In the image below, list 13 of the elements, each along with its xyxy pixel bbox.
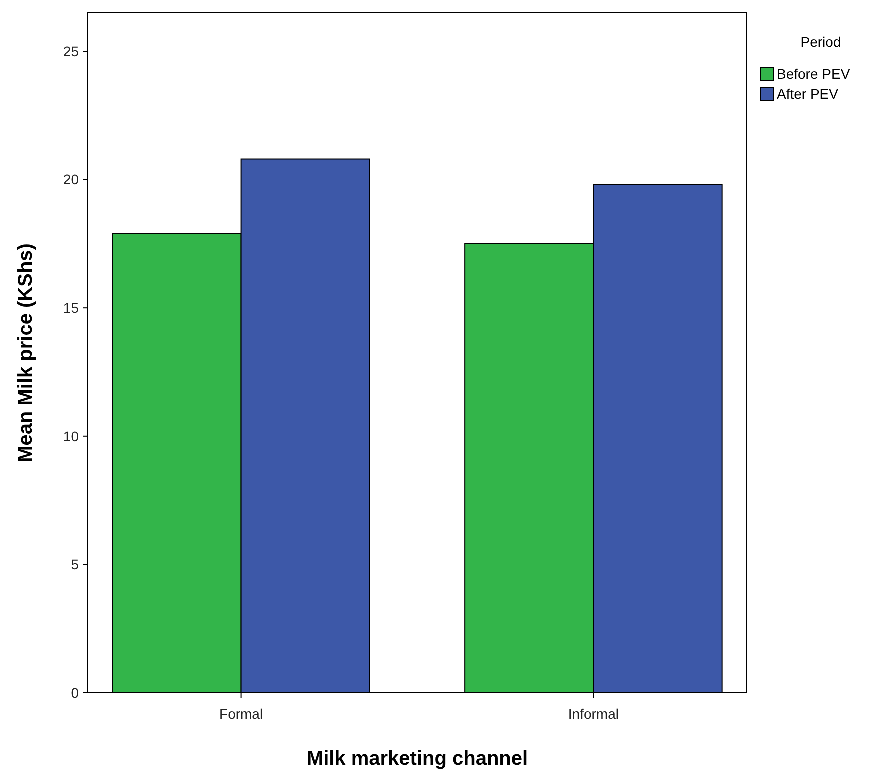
- x-axis-title: Milk marketing channel: [306, 748, 528, 770]
- y-tick-label: 10: [63, 428, 80, 444]
- y-tick-label: 20: [63, 172, 80, 188]
- y-tick-label: 0: [71, 684, 80, 701]
- y-tick-label: 25: [63, 43, 80, 60]
- y-axis-title: Mean Milk price (KShs): [15, 244, 37, 462]
- x-tick-label: Formal: [220, 706, 264, 722]
- legend-label: After PEV: [777, 86, 840, 102]
- legend-label: Before PEV: [777, 66, 851, 82]
- y-tick-label: 5: [71, 556, 80, 573]
- x-tick-label: Informal: [568, 706, 619, 722]
- y-tick-label: 15: [63, 300, 80, 316]
- legend-title: Period: [800, 34, 842, 50]
